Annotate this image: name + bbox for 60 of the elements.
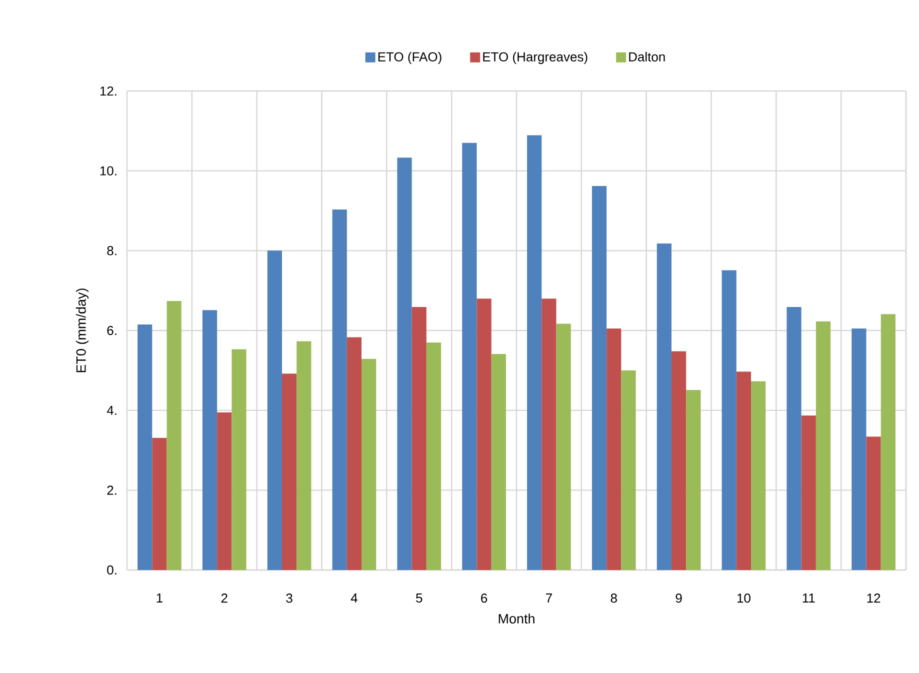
bar (751, 381, 766, 570)
y-tick-label: 4. (106, 406, 116, 415)
y-tick-label: 2. (107, 486, 116, 495)
bar (462, 142, 477, 570)
legend-label: ETO (Hargreaves) (483, 52, 588, 64)
bar (801, 416, 816, 570)
x-tick-label: 10 (737, 594, 750, 603)
bar (527, 135, 542, 570)
bar (880, 314, 896, 570)
bar (232, 349, 246, 570)
x-tick-label: 4 (350, 594, 358, 602)
bar (166, 300, 182, 570)
bar (686, 390, 701, 570)
x-tick-label: 5 (416, 594, 422, 603)
bar (476, 298, 492, 570)
bar (491, 354, 506, 570)
bar (656, 243, 672, 570)
x-tick-label: 2 (221, 594, 228, 603)
y-tick-label: 12. (100, 86, 116, 96)
bar (852, 328, 866, 570)
bar (332, 210, 347, 570)
legend-label: Dalton (629, 52, 665, 62)
bar (282, 374, 297, 570)
x-tick-label: 3 (286, 594, 292, 603)
y-tick-label: 10. (100, 166, 116, 176)
bar (346, 337, 362, 570)
bar (816, 321, 831, 570)
x-tick-label: 11 (802, 594, 815, 602)
x-tick-label: 7 (546, 594, 552, 602)
bar (412, 306, 426, 570)
bar (592, 186, 607, 570)
bar (426, 342, 442, 570)
x-axis-title: Month (498, 614, 534, 624)
bar (621, 370, 636, 570)
x-tick-label: 9 (676, 594, 682, 603)
bar (606, 328, 622, 570)
y-axis-title: ET0 (mm/day) (76, 288, 89, 372)
bar (217, 412, 232, 570)
bar (152, 438, 167, 570)
bar (397, 158, 412, 570)
bar (736, 372, 752, 570)
x-tick-label: 8 (610, 594, 617, 603)
bar (722, 270, 736, 570)
x-tick-label: 6 (481, 594, 488, 603)
x-tick-label: 12 (867, 594, 880, 603)
x-tick-label: 1 (156, 594, 162, 602)
bar (296, 341, 312, 570)
y-tick-label: 0. (107, 565, 116, 575)
bar (202, 310, 218, 570)
bar (671, 351, 686, 570)
y-tick-label: 8. (107, 246, 116, 256)
y-tick-label: 6. (107, 326, 116, 336)
bar (866, 436, 881, 570)
bar (542, 298, 556, 570)
bar (138, 324, 152, 570)
bar (267, 250, 282, 570)
bar (786, 306, 802, 570)
bar (362, 358, 376, 570)
legend-label: ETO (FAO) (378, 52, 442, 64)
bar (556, 324, 571, 570)
